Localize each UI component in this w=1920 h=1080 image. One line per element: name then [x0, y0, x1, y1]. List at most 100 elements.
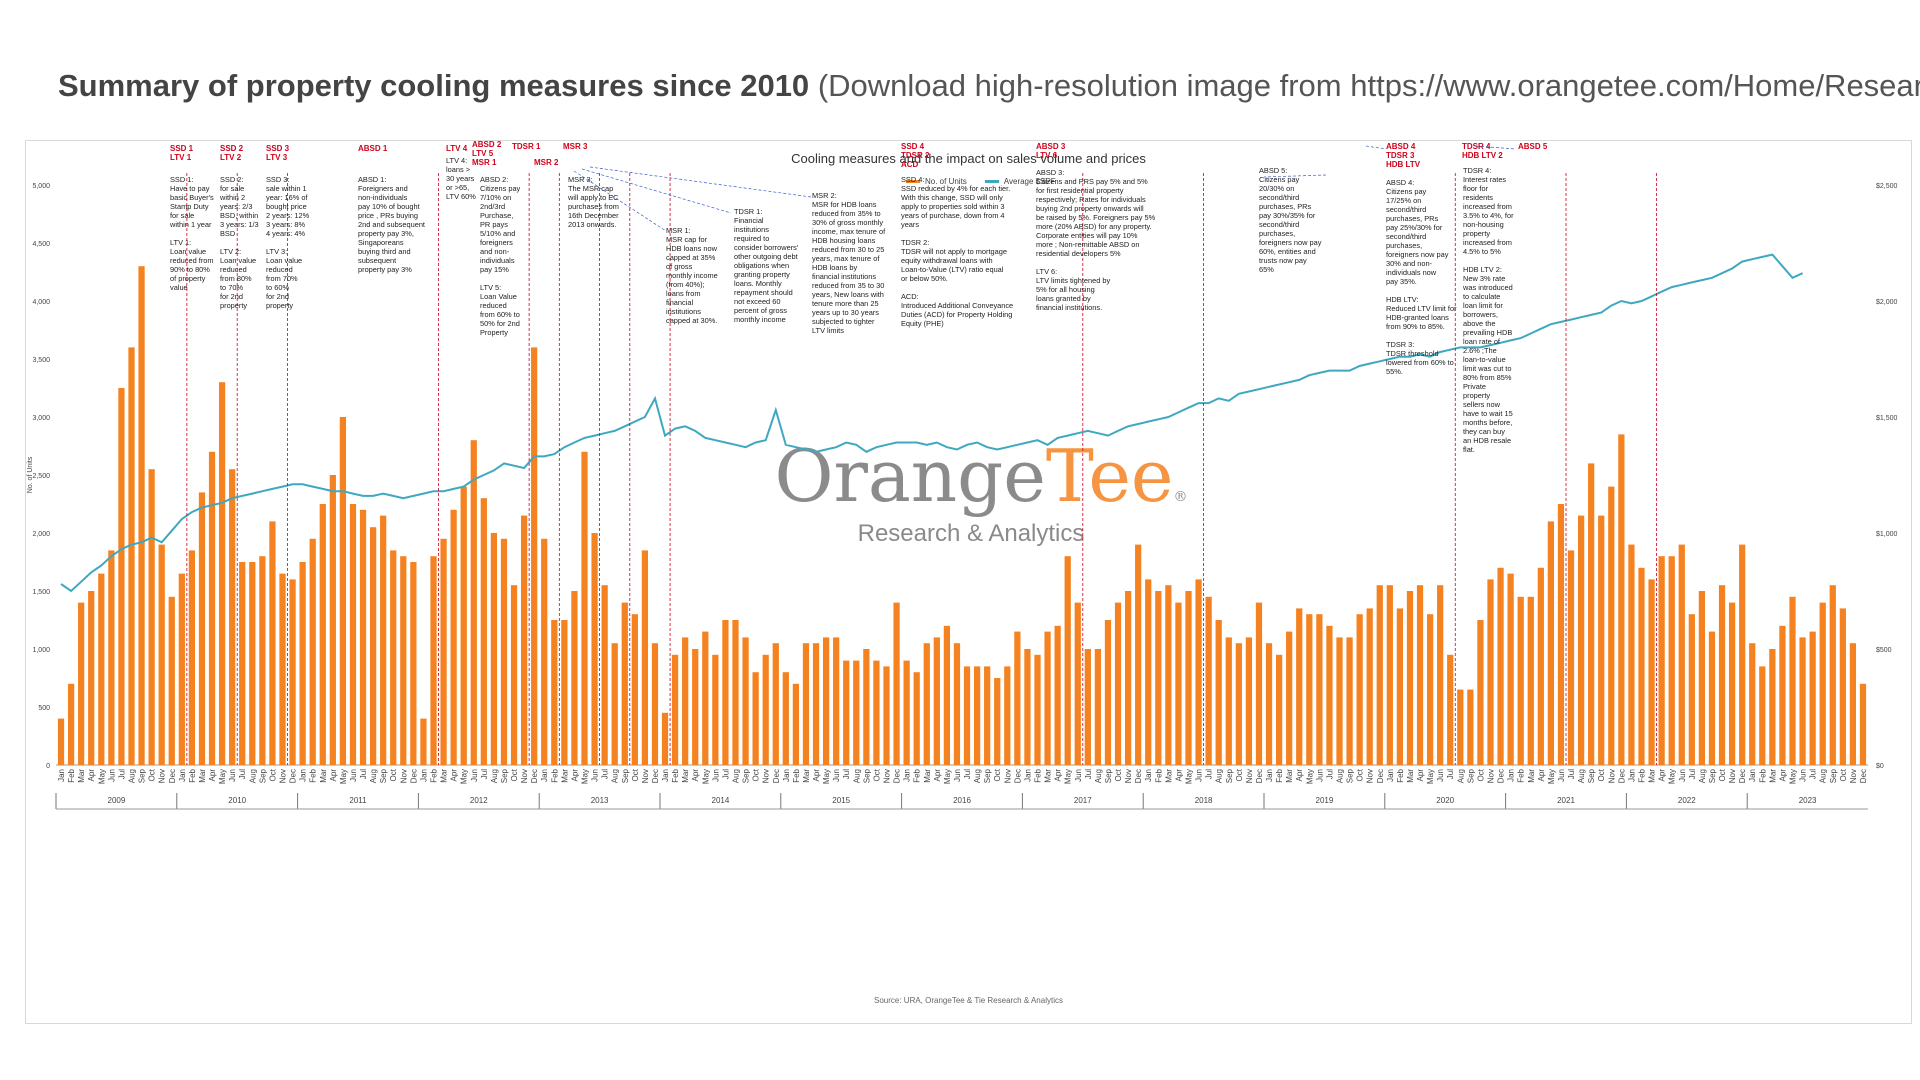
bar — [1014, 631, 1021, 765]
bar — [1759, 666, 1766, 765]
measure-note-line: property — [266, 301, 293, 310]
x-tick-label: Feb — [792, 768, 801, 782]
x-tick-label: Jul — [480, 769, 489, 779]
bar — [1024, 649, 1031, 765]
measure-note-line: 30% of gross monthly — [812, 218, 883, 227]
measure-note-line — [1386, 331, 1388, 340]
bar — [1668, 556, 1675, 765]
measure-note-line: residents — [1463, 193, 1493, 202]
measure-note-line: non-housing — [1463, 220, 1504, 229]
measure-note-line: 3 years: 1/3 — [220, 220, 259, 229]
bar — [1577, 515, 1585, 765]
measure-note-line: subsequent — [358, 256, 396, 265]
measure-note-line: HDB-granted loans — [1386, 313, 1449, 322]
y-tick-label: 4,000 — [32, 299, 50, 306]
measure-heading-line: LTV 1 — [170, 153, 192, 162]
x-tick-label: Jul — [1567, 769, 1576, 779]
x-tick-label: Jan — [1627, 769, 1636, 782]
bar — [98, 573, 105, 765]
x-tick-label: Jul — [1325, 769, 1334, 779]
bar — [380, 515, 387, 765]
y-tick-label: 3,500 — [32, 357, 50, 364]
measure-note-line: they can buy — [1463, 427, 1505, 436]
measure-heading: SSD 3 LTV 3 — [266, 144, 290, 162]
bar — [1567, 550, 1575, 765]
bar — [1084, 649, 1091, 765]
measure-note-line: sale within 1 — [266, 184, 307, 193]
x-tick-label: Oct — [993, 768, 1002, 781]
measure-note-line: from 90% to 85%. — [1386, 322, 1445, 331]
measure-note-line: consider borrowers' — [734, 243, 799, 252]
measure-note-line: Have to pay — [170, 184, 210, 193]
bar — [178, 573, 185, 765]
year-label: 2019 — [1316, 796, 1334, 805]
bar — [309, 538, 316, 765]
measure-note-line: borrowers, — [1463, 310, 1498, 319]
measure-note-line — [170, 229, 172, 238]
measure-heading-line: SSD 4 — [901, 142, 925, 151]
x-tick-label: May — [1426, 769, 1435, 784]
measure-note-line: trusts now pay — [1259, 256, 1307, 265]
measure-note-line: MSR 1: — [666, 226, 691, 235]
measure-note-line: non-individuals — [358, 193, 408, 202]
x-tick-label: Dec — [1134, 769, 1143, 783]
bar — [621, 602, 628, 765]
measure-heading: ABSD 1 — [358, 144, 388, 153]
measure-note-line: to calculate — [1463, 292, 1500, 301]
measure-note-line: within 1 year — [169, 220, 212, 229]
y-tick-label: 1,500 — [32, 589, 50, 596]
measure-note-line: 4 years: 4% — [266, 229, 305, 238]
bar — [520, 515, 528, 765]
measure-note-line: ACD: — [901, 292, 919, 301]
bar — [1286, 631, 1293, 765]
x-tick-label: Aug — [128, 769, 137, 783]
measure-note-line: 3.5% to 4%, for — [1463, 211, 1514, 220]
measure-note-line: year: 16% of — [266, 193, 308, 202]
year-label: 2014 — [712, 796, 730, 805]
measure-note-line: 2 years: 12% — [266, 211, 310, 220]
bar — [641, 550, 649, 765]
measure-note-line: 2nd/3rd — [480, 202, 505, 211]
measure-note-line: PR pays — [480, 220, 508, 229]
year-label: 2017 — [1074, 796, 1092, 805]
measure-note-line: HDB loans now — [666, 244, 718, 253]
measure-note-line: pay 10% of bought — [358, 202, 420, 211]
bar — [1527, 596, 1534, 765]
x-tick-label: Jan — [178, 769, 187, 782]
measure-note-line: second/third — [1259, 220, 1299, 229]
bar — [873, 660, 880, 765]
measure-note-line: more ; Non-remittable ABSD on — [1036, 240, 1140, 249]
measure-note: SSD 4: SSD reduced by 4% for each tier. Wi… — [901, 175, 1013, 328]
measure-note-line: Introduced Additional Conveyance — [901, 301, 1013, 310]
bar — [903, 660, 910, 765]
measure-note-line: loans. Monthly — [734, 279, 782, 288]
measure-heading-line: SSD 2 — [220, 144, 244, 153]
measure-note-line: months before, — [1463, 418, 1512, 427]
bar — [1376, 585, 1383, 765]
measure-note-line: other outgoing debt — [734, 252, 798, 261]
bar — [239, 562, 246, 765]
measure-note-line: MSR cap for — [666, 235, 708, 244]
x-tick-label: Dec — [1497, 769, 1506, 783]
bar — [1517, 596, 1524, 765]
x-tick-label: Apr — [1537, 769, 1546, 782]
measure-note-line: more (20% ABSD) for any property. — [1036, 222, 1152, 231]
x-tick-label: Nov — [1124, 769, 1133, 783]
x-tick-label: Sep — [983, 768, 992, 783]
x-tick-label: Dec — [1376, 769, 1385, 783]
bar — [551, 620, 558, 765]
measure-heading-line: MSR 1 — [472, 158, 497, 167]
bar — [1235, 643, 1242, 765]
watermark-brand-part: Tee — [1046, 434, 1174, 518]
measure-note-line: flat. — [1463, 445, 1475, 454]
x-tick-label: Jan — [1386, 769, 1395, 782]
x-tick-label: Apr — [691, 769, 700, 782]
x-tick-label: Feb — [1517, 768, 1526, 782]
bar — [1698, 591, 1706, 765]
measure-note-line: Interest rates — [1463, 175, 1506, 184]
y2-tick-label: $1,500 — [1876, 415, 1898, 422]
measure-note-line: HDB LTV: — [1386, 295, 1418, 304]
x-tick-label: Jun — [1195, 769, 1204, 782]
x-tick-label: May — [1789, 769, 1798, 784]
measure-note-line: purchases, — [1259, 229, 1295, 238]
